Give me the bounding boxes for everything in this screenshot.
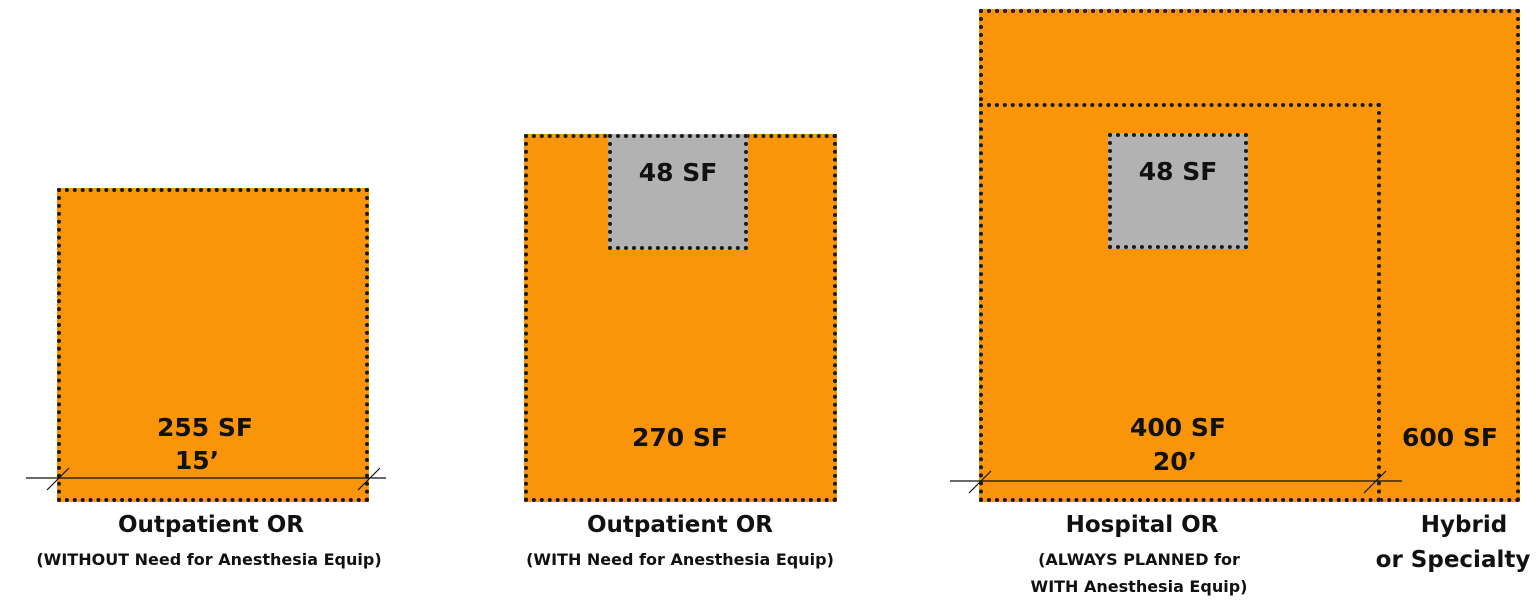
area-label-600: 600 SF: [1402, 423, 1498, 452]
subcaption-outpatient-with: (WITH Need for Anesthesia Equip): [526, 550, 834, 569]
area-label-255: 255 SF: [157, 413, 253, 442]
caption-hybrid-line2: or Specialty: [1375, 547, 1531, 573]
caption-hybrid-line1: Hybrid: [1420, 512, 1508, 538]
dimension-label-15ft: 15’: [174, 446, 220, 475]
subcaption-hospital-line1: (ALWAYS PLANNED for: [1038, 550, 1240, 569]
dimension-label-20ft: 20’: [1152, 447, 1198, 476]
anesthesia-area-label: 48 SF: [638, 158, 718, 187]
caption-outpatient-with: Outpatient OR: [586, 512, 774, 538]
hospital-anesthesia-zone: [1108, 133, 1248, 249]
anesthesia-area-label: 48 SF: [1138, 157, 1218, 186]
dimension-tick: [357, 467, 381, 491]
hospital-or-room: [979, 103, 1381, 502]
outpatient-anesthesia-zone: [608, 134, 748, 250]
dimension-tick: [46, 467, 70, 491]
subcaption-hospital-line2: WITH Anesthesia Equip): [1030, 577, 1248, 596]
area-label-270: 270 SF: [632, 423, 728, 452]
dimension-tick: [1363, 470, 1387, 494]
dimension-tick: [968, 470, 992, 494]
area-label-400: 400 SF: [1130, 413, 1226, 442]
subcaption-outpatient-without: (WITHOUT Need for Anesthesia Equip): [36, 550, 382, 569]
outpatient-or-without-room: [57, 188, 369, 502]
caption-outpatient-without: Outpatient OR: [117, 512, 305, 538]
caption-hospital-or: Hospital OR: [1065, 512, 1219, 538]
